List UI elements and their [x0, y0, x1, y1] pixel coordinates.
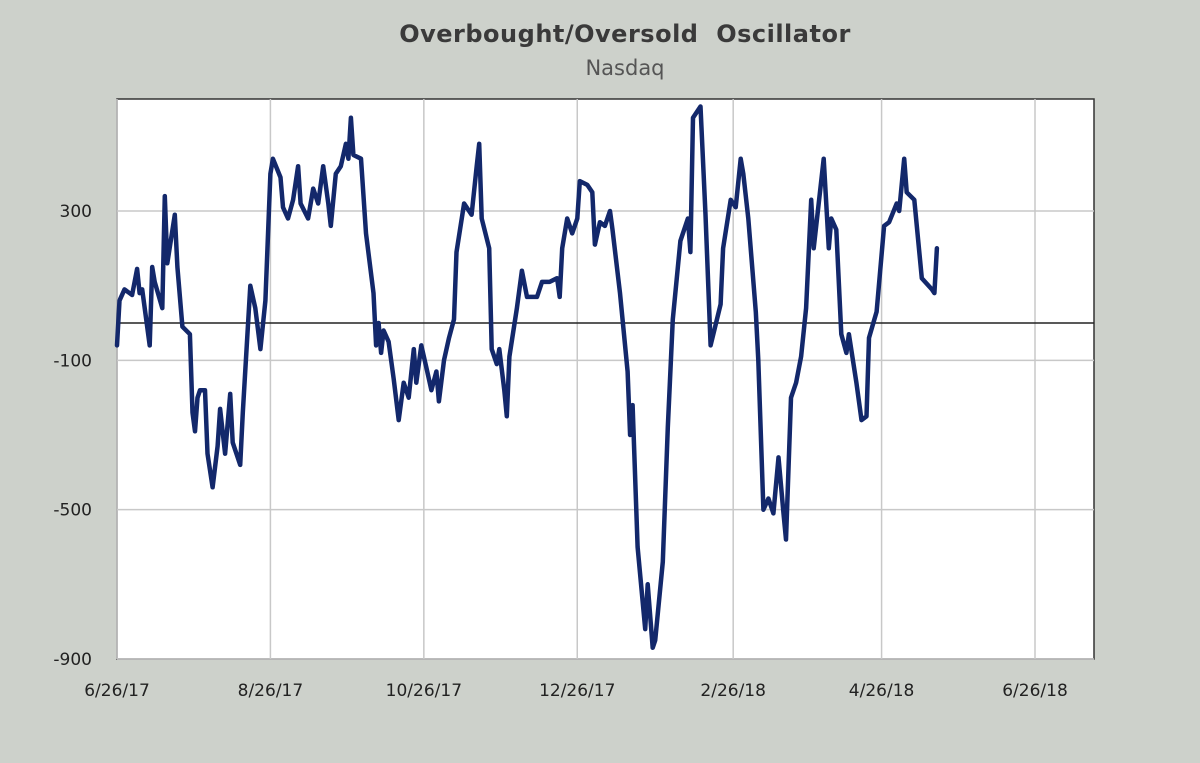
y-tick-label: -100 [53, 351, 92, 371]
plot-area [116, 98, 1095, 660]
x-tick-label: 2/26/18 [700, 681, 766, 701]
chart-title: Overbought/Oversold Oscillator [399, 20, 851, 48]
oscillator-series-line [114, 104, 940, 651]
x-tick-label: 6/26/18 [1002, 681, 1068, 701]
x-tick-label: 12/26/17 [539, 681, 615, 701]
x-tick-label: 6/26/17 [84, 681, 150, 701]
x-tick-label: 10/26/17 [386, 681, 462, 701]
y-tick-label: -900 [53, 650, 92, 670]
x-tick-label: 8/26/17 [238, 681, 304, 701]
chart-subtitle: Nasdaq [585, 56, 665, 80]
x-tick-label: 4/26/18 [849, 681, 915, 701]
y-tick-label: 300 [60, 202, 92, 222]
y-tick-label: -500 [53, 501, 92, 521]
